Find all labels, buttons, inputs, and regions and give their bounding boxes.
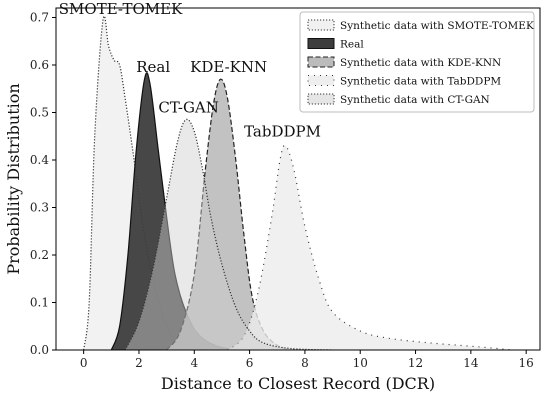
area-smote-tomek	[83, 16, 195, 350]
area-kde-knn	[166, 79, 292, 350]
legend-swatch-ct-gan	[307, 93, 335, 105]
curve-tabddpm	[227, 144, 513, 351]
legend-swatch-smote-tomek	[307, 19, 335, 31]
area-ct-gan	[125, 119, 333, 350]
annotation-smote-tomek: SMOTE-TOMEK	[59, 0, 183, 18]
y-tick-label: 0.3	[30, 201, 49, 215]
series-annotations: SMOTE-TOMEK Real KDE-KNN TabDDPM CT-GAN	[59, 0, 321, 140]
y-tick-label: 0.6	[30, 58, 49, 72]
x-tick-label: 12	[408, 356, 423, 370]
area-tabddpm	[227, 145, 513, 350]
plot-frame	[55, 7, 541, 351]
y-tick-label: 0.2	[30, 248, 49, 262]
curve-ct-gan	[124, 118, 333, 351]
y-tick-label: 0.4	[30, 153, 49, 167]
x-axis-label: Distance to Closest Record (DCR)	[161, 374, 435, 393]
annotation-real: Real	[136, 58, 170, 76]
y-axis-ticks: 0.0 0.1 0.2 0.3 0.4 0.5 0.6 0.7	[30, 11, 56, 357]
legend-label-tabddpm: Synthetic data with TabDDPM	[340, 76, 501, 88]
x-tick-label: 0	[80, 356, 88, 370]
y-tick-label: 0.7	[30, 11, 49, 25]
y-tick-label: 0.0	[30, 343, 49, 357]
density-areas	[83, 15, 513, 351]
legend-label-ct-gan: Synthetic data with CT-GAN	[340, 94, 490, 106]
x-tick-label: 16	[519, 356, 534, 370]
legend-label-kde-knn: Synthetic data with KDE-KNN	[340, 57, 501, 69]
legend-label-real: Real	[340, 39, 364, 51]
annotation-ct-gan: CT-GAN	[158, 99, 219, 117]
legend-swatch-real	[307, 38, 335, 49]
legend-box	[299, 11, 535, 113]
x-tick-label: 10	[353, 356, 368, 370]
area-real	[111, 72, 250, 350]
y-tick-label: 0.1	[30, 296, 49, 310]
legend-swatch-tabddpm	[307, 75, 335, 86]
legend-swatch-kde-knn	[307, 56, 335, 68]
annotation-kde-knn: KDE-KNN	[190, 58, 267, 76]
legend: Synthetic data with SMOTE-TOMEK Real Synth…	[299, 11, 535, 113]
x-tick-label: 4	[190, 356, 198, 370]
y-axis-label: Probability Distribution	[4, 83, 23, 274]
y-tick-label: 0.5	[30, 106, 49, 120]
x-tick-label: 8	[301, 356, 309, 370]
x-tick-label: 2	[135, 356, 143, 370]
x-tick-label: 14	[463, 356, 479, 370]
annotation-tabddpm: TabDDPM	[244, 122, 321, 140]
x-axis-ticks: 0 2 4 6 8 10 12 14 16	[80, 350, 534, 370]
x-tick-label: 6	[246, 356, 254, 370]
legend-label-smote-tomek: Synthetic data with SMOTE-TOMEK	[340, 20, 534, 32]
